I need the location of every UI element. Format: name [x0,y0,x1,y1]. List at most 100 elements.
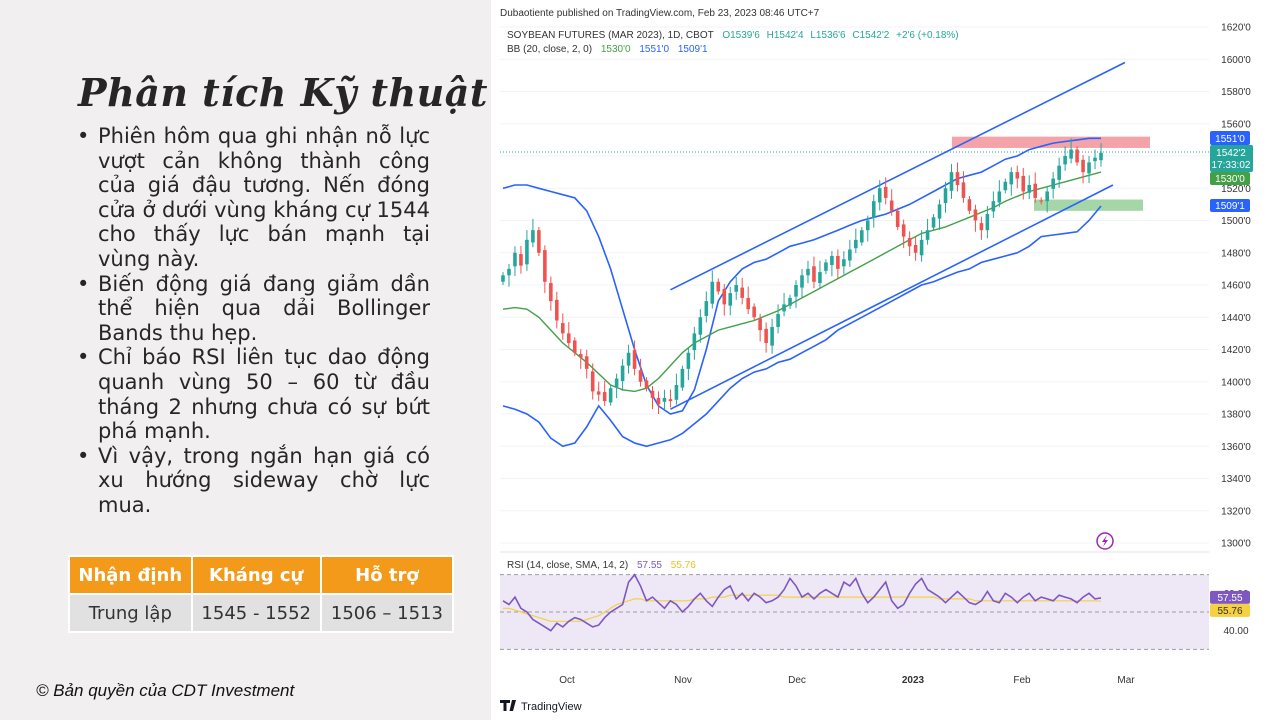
candle-body [967,199,972,211]
candle-body [656,397,661,405]
rsi-sma-text: 55.76 [1217,606,1242,617]
candle-body [979,223,984,231]
candle-body [501,275,505,282]
price-tick-label: 1340'0 [1221,474,1251,485]
price-chart[interactable]: Dubaotiente published on TradingView.com… [491,0,1280,720]
ohlc-close: C1542'2 [852,30,889,41]
bullet-dot: • [77,443,90,468]
chart-grid [500,26,1209,544]
candle-body [555,299,559,321]
candle-body [877,188,882,203]
last-price-text: 1542'2 [1216,148,1246,159]
ohlc-open: O1539'6 [722,30,760,41]
candle-body [865,220,870,231]
bullet-text: Chỉ báo RSI liên tục dao động quanh vùng… [98,345,430,444]
candle-body [1021,175,1026,192]
rsi-sma-legend-value: 55.76 [671,560,696,571]
candle-body [991,201,996,212]
candle-body [895,210,900,227]
bullet-dot: • [77,124,90,148]
header-assessment: Nhận định [68,555,193,595]
lightning-icon[interactable] [1096,532,1114,550]
tradingview-logo[interactable]: TradingView [500,700,582,713]
rsi-legend: RSI (14, close, SMA, 14, 2) 57.55 55.76 [507,560,696,571]
candle-body [973,209,978,221]
candle-body [1027,185,1032,193]
candle-body [1045,191,1049,202]
candle-body [1039,200,1043,202]
candle-body [854,239,858,249]
candle-body [716,281,721,292]
candle-body [1081,159,1085,173]
candle-body [1009,172,1014,185]
rsi-value-text: 57.55 [1217,593,1242,604]
candle-body [734,285,739,292]
candle-body [919,239,924,256]
bullet-text: Biến động giá đang giảm dần thể hiện qua… [98,271,430,345]
candle-body [626,352,631,366]
countdown-text: 17:33:02 [1212,160,1251,171]
price-tick-label: 1620'0 [1221,23,1251,34]
bb-lower-badge-text: 1509'1 [1215,201,1245,212]
time-tick-label: Mar [1117,675,1135,686]
rsi-line [502,573,1102,632]
analysis-panel: Phân tích Kỹ thuật • Phiên hôm qua ghi nh… [0,0,491,720]
candle-body [728,293,733,306]
candle-body [746,297,750,310]
price-axis[interactable]: 1620'01600'01580'01560'01540'01520'01500… [1221,23,1251,550]
candle-body [722,288,727,305]
rsi-sma-badge [1210,603,1250,617]
candle-body [596,391,601,395]
candle-body [525,239,529,265]
price-tick-label: 1400'0 [1221,377,1251,388]
candle-body [578,354,583,358]
rsi-value-badge [1210,590,1250,604]
time-axis[interactable]: Oct Nov Dec 2023 Feb Mar [559,675,1135,686]
bullet-item: • Biến động giá đang giảm dần thể hiện qu… [77,272,430,346]
candle-body [824,262,828,271]
price-tick-label: 1360'0 [1221,442,1251,453]
candle-body [632,350,637,369]
candle-body [931,217,936,228]
slide-title: Phân tích Kỹ thuật [78,70,488,115]
candle-body [584,356,589,369]
candle-body [620,365,625,382]
candle-body [668,399,673,402]
ohlc-change: +2'6 (+0.18%) [896,30,959,41]
candle-body [1063,156,1067,165]
price-tick-label: 1580'0 [1221,87,1251,98]
bullet-dot: • [77,271,90,296]
candle-body [889,200,894,211]
price-tick-label: 1480'0 [1221,248,1251,259]
channel-line-upper [670,61,1126,291]
rsi-label: RSI (14, close, SMA, 14, 2) [507,560,628,571]
candlestick-series [501,138,1103,414]
candle-body [513,252,517,267]
bullet-dot: • [77,345,90,370]
candle-body [1051,178,1055,189]
price-tick-label: 1440'0 [1221,313,1251,324]
candle-body [800,275,804,288]
candle-body [704,301,709,316]
candle-body [806,268,810,276]
bb-upper-value: 1551'0 [639,44,669,55]
candle-body [812,266,816,282]
candle-body [830,255,834,266]
candle-body [519,254,523,266]
bullet-item: • Chỉ báo RSI liên tục dao động quanh vùn… [77,345,430,443]
candle-body [1093,157,1097,162]
header-support: Hỗ trợ [319,555,455,595]
candle-body [590,371,595,392]
price-tick-label: 1420'0 [1221,345,1251,356]
candle-body [692,333,697,351]
analysis-bullets: • Phiên hôm qua ghi nhận nỗ lực vượt cản … [77,124,430,518]
price-chart-panel[interactable]: Dubaotiente published on TradingView.com… [491,0,1280,720]
price-tick-label: 1500'0 [1221,216,1251,227]
candle-body [740,287,744,298]
candle-body [997,191,1002,203]
candle-body [901,224,906,237]
candle-body [925,230,930,240]
cell-assessment: Trung lập [68,593,193,633]
cell-support: 1506 – 1513 [319,593,455,633]
